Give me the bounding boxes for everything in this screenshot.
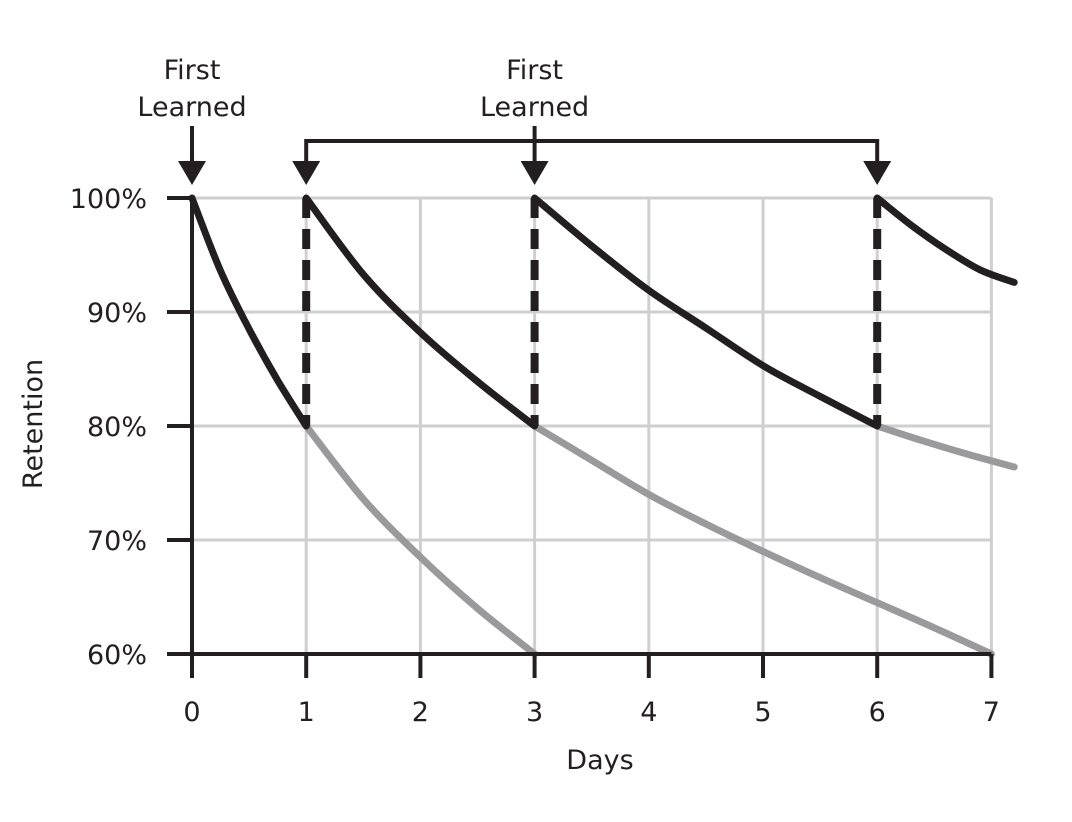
x-axis-title: Days	[566, 745, 633, 776]
x-tick-label-6: 6	[869, 697, 886, 728]
y-axis-title: Retention	[18, 359, 49, 489]
forgetting-curve-2	[531, 422, 995, 658]
review-label-line-2: Learned	[480, 92, 589, 123]
y-tick-label-70: 70%	[87, 526, 147, 557]
forgetting-curve-1	[302, 422, 539, 658]
forgetting-curve-3	[873, 422, 1018, 471]
x-tick-label-0: 0	[183, 697, 200, 728]
x-tick-label-3: 3	[526, 697, 543, 728]
y-tick-label-60: 60%	[87, 640, 147, 671]
x-tick-label-4: 4	[640, 697, 657, 728]
x-tick-label-2: 2	[412, 697, 429, 728]
first-learned-label-line-2: Learned	[137, 92, 246, 123]
first-learned-label-line-1: First	[164, 55, 221, 86]
review-label-line-1: First	[506, 55, 563, 86]
y-tick-label-100: 100%	[70, 184, 147, 215]
x-tick-label-7: 7	[983, 697, 1000, 728]
review-bracket	[304, 139, 880, 165]
review-curve-1	[188, 194, 310, 430]
x-tick-label-5: 5	[754, 697, 771, 728]
review-curve-4	[873, 194, 1018, 286]
review-curves	[188, 194, 1018, 430]
review-arrow-day-1	[292, 161, 321, 185]
y-tick-label-80: 80%	[87, 412, 147, 443]
review-curve-3	[531, 194, 881, 430]
review-curve-2	[302, 194, 539, 430]
review-arrow-day-3	[520, 161, 549, 185]
review-arrow-day-6	[863, 161, 892, 185]
forgetting-curves	[302, 422, 1018, 658]
tick-labels: 0 1 2 3 4 5 6 7 60% 70% 80% 90% 100%	[70, 184, 1000, 728]
y-tick-label-90: 90%	[87, 298, 147, 329]
x-tick-label-1: 1	[298, 697, 315, 728]
axes	[167, 196, 994, 678]
first-learned-arrow	[178, 161, 206, 185]
review-markers	[302, 198, 882, 426]
annotations: First Learned First Learned	[137, 55, 892, 185]
